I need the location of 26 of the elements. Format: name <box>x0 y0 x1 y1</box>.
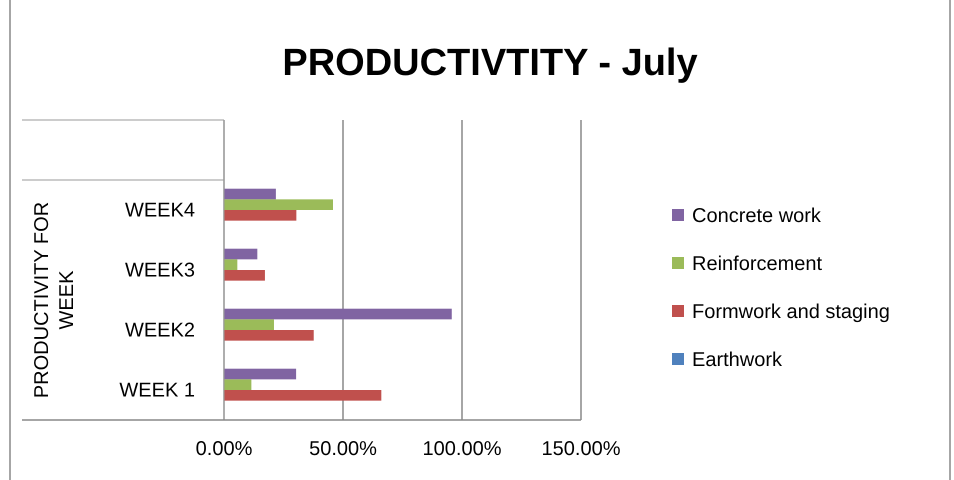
bar <box>224 188 276 200</box>
bar <box>224 199 334 210</box>
bar <box>224 210 296 221</box>
y-tick-label: WEEK 1 <box>119 379 195 402</box>
bar <box>224 368 296 380</box>
y-axis-title: PRODUCTIVITY FOR WEEK <box>31 202 78 398</box>
bar <box>224 330 314 341</box>
x-tick-label: 50.00% <box>309 438 378 460</box>
bar <box>224 379 252 390</box>
y-tick-label: WEEK3 <box>124 259 195 282</box>
x-tick-label: 100.00% <box>422 438 502 460</box>
bar <box>224 308 452 320</box>
bar <box>224 390 382 401</box>
legend-label: Formwork and staging <box>692 301 890 323</box>
bar <box>224 259 238 270</box>
bar <box>224 319 274 330</box>
bar <box>224 270 265 281</box>
y-tick-label: WEEK2 <box>124 319 195 342</box>
legend-label: Concrete work <box>692 205 822 227</box>
x-tick-label: 0.00% <box>196 438 253 460</box>
bar <box>224 248 258 260</box>
chart-title: PRODUCTIVTITY - July <box>282 42 698 84</box>
x-tick-label: 150.00% <box>542 438 621 460</box>
y-tick-label: WEEK4 <box>124 199 195 222</box>
legend-label: Reinforcement <box>692 253 822 275</box>
legend-label: Earthwork <box>692 349 784 371</box>
